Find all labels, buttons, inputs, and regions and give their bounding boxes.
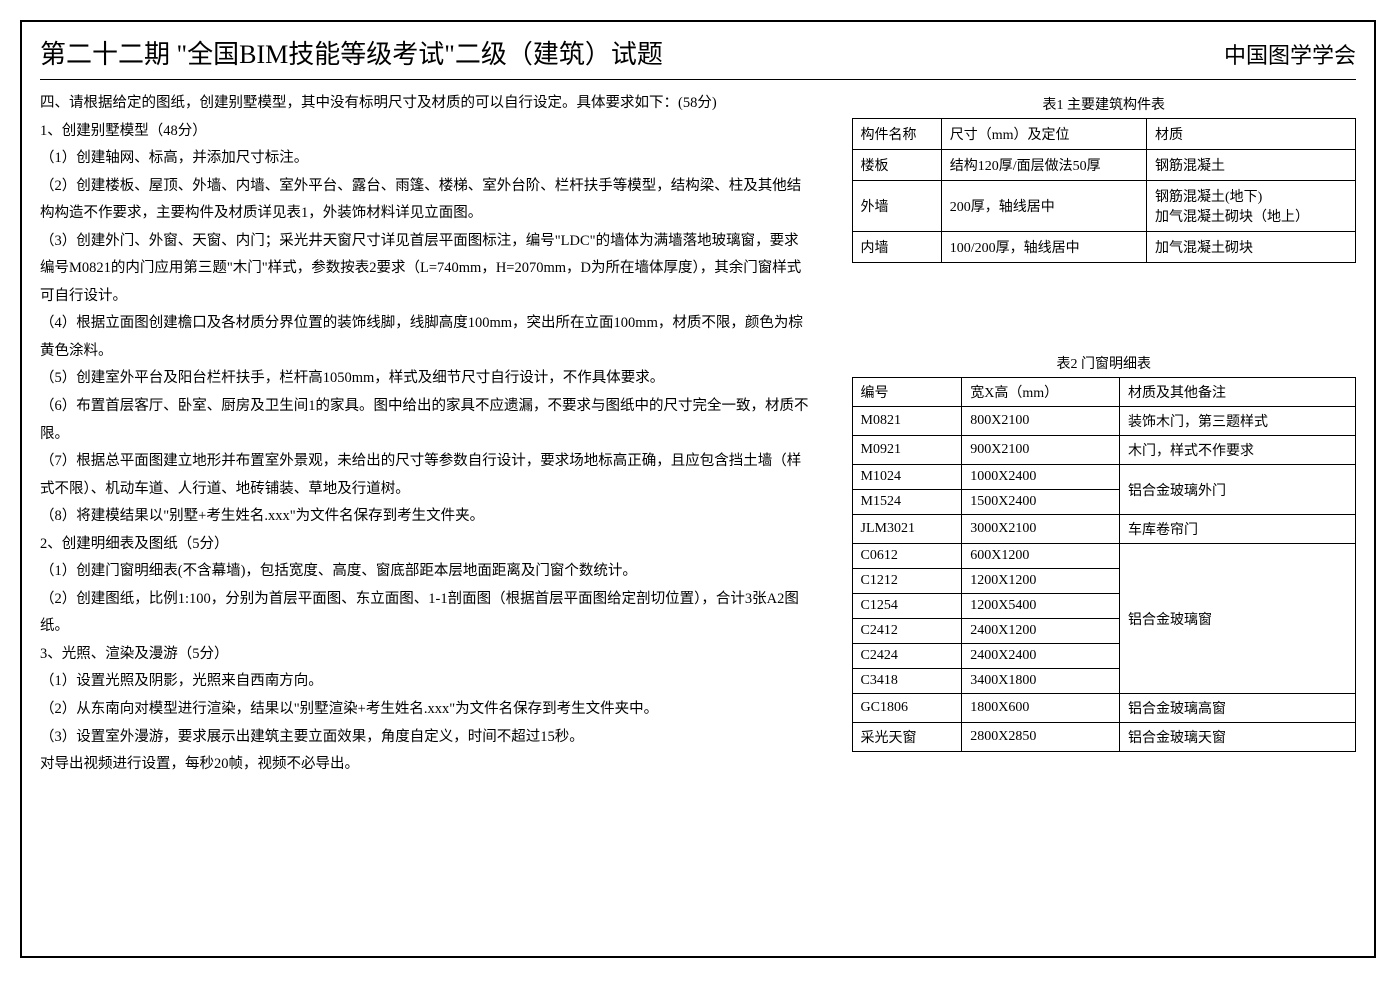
table1-components: 构件名称尺寸（mm）及定位材质 楼板结构120厚/面层做法50厚钢筋混凝土外墙2… (852, 118, 1356, 263)
table-cell: 外墙 (852, 181, 941, 232)
table-header-cell: 构件名称 (852, 119, 941, 150)
question-line: （5）创建室外平台及阳台栏杆扶手，栏杆高1050mm，样式及细节尺寸自行设计，不… (40, 365, 812, 393)
table-cell: 车库卷帘门 (1119, 515, 1355, 544)
table-cell: 800X2100 (962, 407, 1120, 436)
table1-caption: 表1 主要建筑构件表 (852, 94, 1356, 114)
table-cell: 加气混凝土砌块 (1146, 232, 1355, 263)
table-row: 外墙200厚，轴线居中钢筋混凝土(地下)加气混凝土砌块（地上） (852, 181, 1355, 232)
table-row: M0921900X2100木门，样式不作要求 (852, 436, 1355, 465)
section2-items: （1）创建门窗明细表(不含幕墙)，包括宽度、高度、窗底部距本层地面距离及门窗个数… (40, 558, 812, 641)
question-line: （2）从东南向对模型进行渲染，结果以"别墅渲染+考生姓名.xxx"为文件名保存到… (40, 696, 812, 724)
table-row: M0821800X2100装饰木门，第三题样式 (852, 407, 1355, 436)
table-cell: 100/200厚，轴线居中 (941, 232, 1146, 263)
table-cell: 2400X1200 (962, 619, 1120, 644)
table-cell: M1524 (852, 490, 962, 515)
table-cell: 钢筋混凝土(地下)加气混凝土砌块（地上） (1146, 181, 1355, 232)
table-cell: 200厚，轴线居中 (941, 181, 1146, 232)
tables-area: 表1 主要建筑构件表 构件名称尺寸（mm）及定位材质 楼板结构120厚/面层做法… (852, 90, 1356, 779)
question-line: （3）设置室外漫游，要求展示出建筑主要立面效果，角度自定义，时间不超过15秒。 (40, 724, 812, 752)
table-cell: 铝合金玻璃外门 (1119, 465, 1355, 515)
table-cell: JLM3021 (852, 515, 962, 544)
table-cell: C1254 (852, 594, 962, 619)
table-header-cell: 尺寸（mm）及定位 (941, 119, 1146, 150)
table-cell: 内墙 (852, 232, 941, 263)
table-cell: 2800X2850 (962, 723, 1120, 752)
question-line: （2）创建楼板、屋顶、外墙、内墙、室外平台、露台、雨篷、楼梯、室外台阶、栏杆扶手… (40, 173, 812, 228)
table-cell: 木门，样式不作要求 (1119, 436, 1355, 465)
table-cell: 采光天窗 (852, 723, 962, 752)
page-frame: 第二十二期 "全国BIM技能等级考试"二级（建筑）试题 中国图学学会 四、请根据… (20, 20, 1376, 958)
table-row: M10241000X2400铝合金玻璃外门 (852, 465, 1355, 490)
question-line: （8）将建模结果以"别墅+考生姓名.xxx"为文件名保存到考生文件夹。 (40, 503, 812, 531)
question-line: （7）根据总平面图建立地形并布置室外景观，未给出的尺寸等参数自行设计，要求场地标… (40, 448, 812, 503)
header-row: 第二十二期 "全国BIM技能等级考试"二级（建筑）试题 中国图学学会 (40, 34, 1356, 80)
table-cell: 1200X1200 (962, 569, 1120, 594)
table-cell: 钢筋混凝土 (1146, 150, 1355, 181)
section3-items: （1）设置光照及阴影，光照来自西南方向。（2）从东南向对模型进行渲染，结果以"别… (40, 668, 812, 778)
table-cell: M1024 (852, 465, 962, 490)
content-area: 四、请根据给定的图纸，创建别墅模型，其中没有标明尺寸及材质的可以自行设定。具体要… (40, 90, 1356, 779)
table-cell: 铝合金玻璃天窗 (1119, 723, 1355, 752)
question-line: （1）创建轴网、标高，并添加尺寸标注。 (40, 145, 812, 173)
table-row: 采光天窗2800X2850铝合金玻璃天窗 (852, 723, 1355, 752)
table-row: C0612600X1200铝合金玻璃窗 (852, 544, 1355, 569)
question-line: （3）创建外门、外窗、天窗、内门；采光井天窗尺寸详见首层平面图标注，编号"LDC… (40, 228, 812, 311)
table2-caption: 表2 门窗明细表 (852, 353, 1356, 373)
org-name: 中国图学学会 (1224, 38, 1356, 70)
table-cell: C2424 (852, 644, 962, 669)
table-header-cell: 材质 (1146, 119, 1355, 150)
question-line: 对导出视频进行设置，每秒20帧，视频不必导出。 (40, 751, 812, 779)
question-line: （1）设置光照及阴影，光照来自西南方向。 (40, 668, 812, 696)
question-line: （2）创建图纸，比例1:100，分别为首层平面图、东立面图、1-1剖面图（根据首… (40, 586, 812, 641)
table-cell: M0821 (852, 407, 962, 436)
question-text: 四、请根据给定的图纸，创建别墅模型，其中没有标明尺寸及材质的可以自行设定。具体要… (40, 90, 812, 779)
table-cell: 600X1200 (962, 544, 1120, 569)
table-row: 内墙100/200厚，轴线居中加气混凝土砌块 (852, 232, 1355, 263)
table-cell: M0921 (852, 436, 962, 465)
question-line: （1）创建门窗明细表(不含幕墙)，包括宽度、高度、窗底部距本层地面距离及门窗个数… (40, 558, 812, 586)
table-cell: 1800X600 (962, 694, 1120, 723)
table-cell: 900X2100 (962, 436, 1120, 465)
section1-title: 1、创建别墅模型（48分） (40, 118, 812, 146)
table2-doors-windows: 编号宽X高（mm）材质及其他备注 M0821800X2100装饰木门，第三题样式… (852, 377, 1356, 752)
table-cell: C2412 (852, 619, 962, 644)
table-cell: 楼板 (852, 150, 941, 181)
table-cell: 1500X2400 (962, 490, 1120, 515)
table-header-cell: 材质及其他备注 (1119, 378, 1355, 407)
section2-title: 2、创建明细表及图纸（5分） (40, 531, 812, 559)
table-row: JLM30213000X2100车库卷帘门 (852, 515, 1355, 544)
table-row: GC18061800X600铝合金玻璃高窗 (852, 694, 1355, 723)
table-header-cell: 编号 (852, 378, 962, 407)
section3-title: 3、光照、渲染及漫游（5分） (40, 641, 812, 669)
table-cell: 3400X1800 (962, 669, 1120, 694)
table-cell: 1200X5400 (962, 594, 1120, 619)
table-cell: 结构120厚/面层做法50厚 (941, 150, 1146, 181)
table-cell: C3418 (852, 669, 962, 694)
section1-items: （1）创建轴网、标高，并添加尺寸标注。（2）创建楼板、屋顶、外墙、内墙、室外平台… (40, 145, 812, 531)
question-line: （4）根据立面图创建檐口及各材质分界位置的装饰线脚，线脚高度100mm，突出所在… (40, 310, 812, 365)
question-intro: 四、请根据给定的图纸，创建别墅模型，其中没有标明尺寸及材质的可以自行设定。具体要… (40, 90, 812, 118)
table-cell: 装饰木门，第三题样式 (1119, 407, 1355, 436)
table-cell: 3000X2100 (962, 515, 1120, 544)
question-line: （6）布置首层客厅、卧室、厨房及卫生间1的家具。图中给出的家具不应遗漏，不要求与… (40, 393, 812, 448)
table-cell: C0612 (852, 544, 962, 569)
table-cell: 铝合金玻璃窗 (1119, 544, 1355, 694)
exam-title: 第二十二期 "全国BIM技能等级考试"二级（建筑）试题 (40, 34, 663, 71)
table-cell: C1212 (852, 569, 962, 594)
table-cell: 2400X2400 (962, 644, 1120, 669)
table-cell: 铝合金玻璃高窗 (1119, 694, 1355, 723)
table-cell: GC1806 (852, 694, 962, 723)
table-header-cell: 宽X高（mm） (962, 378, 1120, 407)
table-row: 楼板结构120厚/面层做法50厚钢筋混凝土 (852, 150, 1355, 181)
table-cell: 1000X2400 (962, 465, 1120, 490)
